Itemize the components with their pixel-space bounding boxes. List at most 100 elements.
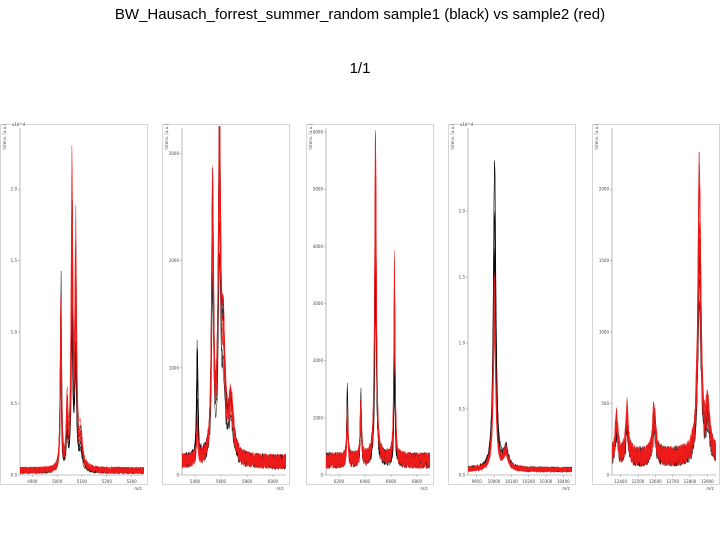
y-axis-label: Intens. [a.u.] — [2, 124, 7, 150]
series-line-sample2 — [468, 310, 572, 473]
x-tick-label: 10100 — [505, 479, 518, 484]
x-tick-label: 5100 — [77, 479, 88, 484]
series-line-sample2 — [468, 334, 572, 474]
y-tick-label: 1.0 — [459, 341, 466, 346]
series-line-sample2 — [468, 278, 572, 473]
x-tick-label: 12600 — [649, 479, 662, 484]
y-axis-label: Intens. [a.u.] — [308, 124, 313, 150]
y-tick-label: 1000 — [599, 330, 610, 335]
x-tick-label: 4900 — [27, 479, 38, 484]
spectra-figure: Intens. [a.u.] x10^4 0.0 0.5 1.0 1.5 2.0 4900 50… — [0, 122, 720, 491]
panel-frame — [0, 124, 148, 485]
y-axis-exponent: x10^4 — [460, 122, 474, 127]
x-tick-label: 5400 — [190, 479, 201, 484]
x-tick-label: 5800 — [242, 479, 253, 484]
spectrum-traces — [182, 126, 286, 471]
series-line-sample2 — [468, 316, 572, 474]
y-tick-label: 6000 — [313, 130, 324, 135]
y-tick-label: 0 — [606, 473, 609, 478]
series-line-sample1 — [468, 247, 572, 473]
x-tick-label: 10200 — [522, 479, 535, 484]
spectrum-traces — [20, 145, 144, 475]
spectrum-panel-5: Intens. [a.u.] 0 500 1000 1500 2000 12400 12500… — [592, 124, 720, 491]
x-tick-label: 12400 — [614, 479, 627, 484]
y-tick-label: 2000 — [169, 258, 180, 263]
x-tick-label: 6800 — [412, 479, 423, 484]
x-axis-label: m/z — [420, 486, 427, 491]
series-line-sample2 — [468, 313, 572, 473]
x-tick-label: 10000 — [488, 479, 501, 484]
y-tick-label: 0 — [320, 473, 323, 478]
series-line-sample1 — [468, 253, 572, 473]
spectrum-panel-1: Intens. [a.u.] x10^4 0.0 0.5 1.0 1.5 2.0 4900 50… — [0, 122, 148, 491]
x-tick-label: 12500 — [632, 479, 645, 484]
y-tick-label: 1500 — [599, 258, 610, 263]
series-line-sample1 — [468, 211, 572, 473]
spectrum-traces — [468, 159, 572, 474]
x-axis-label: m/z — [134, 486, 141, 491]
y-tick-label: 1.0 — [11, 330, 18, 335]
y-tick-label: 500 — [601, 401, 609, 406]
y-tick-label: 3000 — [169, 151, 180, 156]
series-line-sample2 — [468, 328, 572, 473]
x-tick-label: 6000 — [268, 479, 279, 484]
figure-title: BW_Hausach_forrest_summer_random sample1… — [114, 6, 606, 23]
spectrum-panel-3: Intens. [a.u.] 0 1000 2000 3000 4000 5000 6000 6… — [306, 124, 434, 491]
y-tick-label: 0 — [176, 473, 179, 478]
panel-frame — [306, 124, 434, 485]
x-tick-label: 6200 — [334, 479, 345, 484]
y-tick-label: 2000 — [313, 358, 324, 363]
spectrum-panel-4: Intens. [a.u.] x10^4 0.0 0.5 1.0 1.5 2.0 9950 10… — [448, 122, 576, 491]
series-line-sample2 — [468, 273, 572, 473]
page-indicator: 1/1 — [349, 60, 371, 77]
y-axis-exponent: x10^4 — [12, 122, 26, 127]
y-tick-label: 1.5 — [11, 258, 18, 263]
series-line-sample2 — [182, 126, 286, 469]
series-line-sample2 — [20, 145, 144, 475]
series-line-sample2 — [468, 298, 572, 473]
x-axis-label: m/z — [562, 486, 569, 491]
y-tick-label: 1000 — [169, 365, 180, 370]
x-tick-label: 10400 — [557, 479, 570, 484]
spectrum-traces — [612, 151, 716, 467]
spectrum-traces — [326, 129, 430, 470]
x-tick-label: 6600 — [386, 479, 397, 484]
y-tick-label: 4000 — [313, 244, 324, 249]
x-tick-label: 12700 — [666, 479, 679, 484]
y-tick-label: 1000 — [313, 415, 324, 420]
series-line-sample1 — [468, 161, 572, 473]
series-line-sample2 — [468, 282, 572, 474]
series-line-sample2 — [182, 168, 286, 469]
series-line-sample2 — [326, 219, 430, 469]
y-axis-label: Intens. [a.u.] — [450, 124, 455, 150]
y-tick-label: 0.0 — [459, 473, 466, 478]
x-tick-label: 5200 — [102, 479, 113, 484]
spectrum-panel-2: Intens. [a.u.] 0 1000 2000 3000 5400 5600 5800 6… — [162, 124, 290, 491]
y-tick-label: 2.0 — [11, 187, 18, 192]
series-line-sample2 — [20, 172, 144, 475]
x-axis-label: m/z — [276, 486, 283, 491]
y-tick-label: 2.0 — [459, 209, 466, 214]
x-tick-label: 12900 — [701, 479, 714, 484]
y-tick-label: 1.5 — [459, 275, 466, 280]
y-axis-label: Intens. [a.u.] — [164, 124, 169, 150]
x-tick-label: 6400 — [360, 479, 371, 484]
series-line-sample2 — [326, 153, 430, 469]
x-tick-label: 10300 — [540, 479, 553, 484]
series-line-sample2 — [612, 279, 716, 467]
x-tick-label: 12800 — [684, 479, 697, 484]
y-axis-label: Intens. [a.u.] — [594, 124, 599, 150]
panel-frame — [162, 124, 290, 485]
x-tick-label: 9950 — [472, 479, 483, 484]
x-tick-label: 5300 — [127, 479, 138, 484]
y-tick-label: 0.5 — [11, 401, 18, 406]
y-tick-label: 0.5 — [459, 407, 466, 412]
y-tick-label: 5000 — [313, 187, 324, 192]
panel-frame — [448, 124, 576, 485]
series-line-sample1 — [468, 266, 572, 473]
y-tick-label: 2000 — [599, 187, 610, 192]
y-tick-label: 3000 — [313, 301, 324, 306]
series-line-sample1 — [326, 295, 430, 469]
x-tick-label: 5600 — [216, 479, 227, 484]
x-tick-label: 5000 — [52, 479, 63, 484]
